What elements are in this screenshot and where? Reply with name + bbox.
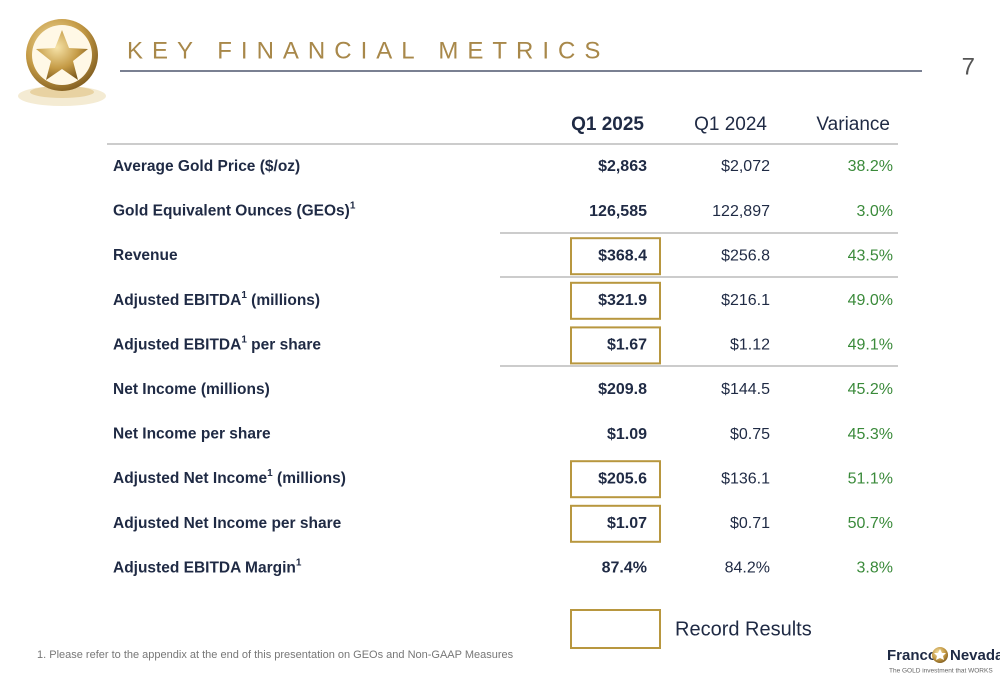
variance-cell: 51.1% [848, 470, 893, 487]
value-cell: $368.4 [598, 247, 647, 264]
row-label: Gold Equivalent Ounces (GEOs)1 [113, 200, 356, 219]
logo-star [934, 649, 946, 660]
column-header: Variance [816, 114, 890, 135]
superscript: 1 [241, 289, 247, 300]
record-highlight [570, 237, 661, 276]
page-number: 7 [962, 53, 975, 80]
label-part: Average Gold Price ($/oz) [113, 158, 300, 175]
superscript: 1 [241, 334, 247, 345]
logo-emblem [18, 19, 106, 106]
table: Q1 2025 Q1 2024 Variance Average Gold Price… [113, 114, 893, 577]
label-part: Adjusted EBITDA [113, 292, 241, 309]
value-cell: $2,072 [721, 158, 770, 175]
column-header: Q1 2024 [694, 114, 767, 135]
label-part: Adjusted Net Income [113, 470, 268, 487]
label-part: per share [247, 336, 321, 353]
variance-cell: 49.0% [848, 292, 893, 309]
record-highlight [570, 281, 661, 320]
row-label: Adjusted EBITDA1 per share [113, 334, 321, 353]
logo-name: Franco [887, 647, 937, 664]
record-highlight [570, 460, 661, 499]
variance-cell: 38.2% [848, 158, 893, 175]
logo-name: Nevada [950, 647, 1000, 664]
label-part: Revenue [113, 247, 178, 264]
label-part: (millions) [247, 292, 320, 309]
variance-cell: 43.5% [848, 247, 893, 264]
footnote: 1. Please refer to the appendix at the e… [37, 649, 514, 661]
variance-cell: 3.8% [857, 560, 893, 577]
legend-label: Record Results [675, 618, 812, 640]
superscript: 1 [350, 200, 356, 211]
row-label: Revenue [113, 247, 178, 264]
superscript: 1 [267, 468, 273, 479]
record-highlight [570, 326, 661, 365]
label-part: Gold Equivalent Ounces (GEOs) [113, 203, 350, 220]
label-part: Net Income per share [113, 426, 271, 443]
row-label: Average Gold Price ($/oz) [113, 158, 300, 175]
legend-swatch [570, 609, 661, 649]
row-label: Net Income per share [113, 426, 271, 443]
value-cell: $0.71 [730, 515, 770, 532]
value-cell: 126,585 [589, 203, 647, 220]
row-label: Adjusted EBITDA Margin1 [113, 557, 302, 576]
value-cell: $321.9 [598, 292, 647, 309]
variance-cell: 50.7% [848, 515, 893, 532]
record-highlight [570, 504, 661, 543]
row-label: Adjusted Net Income per share [113, 515, 342, 532]
value-cell: $209.8 [598, 381, 647, 398]
label-part: Net Income (millions) [113, 381, 270, 398]
value-cell: 84.2% [725, 560, 770, 577]
value-cell: $1.09 [607, 426, 647, 443]
value-cell: $256.8 [721, 247, 770, 264]
variance-cell: 49.1% [848, 337, 893, 354]
column-header: Q1 2025 [571, 114, 644, 135]
label-part: Adjusted Net Income per share [113, 515, 342, 532]
value-cell: $136.1 [721, 470, 770, 487]
value-cell: $2,863 [598, 158, 647, 175]
value-cell: 122,897 [712, 203, 770, 220]
logo: Franco Nevada The GOLD investment that W… [887, 647, 1000, 675]
label-part: Adjusted EBITDA [113, 336, 241, 353]
value-cell: $1.12 [730, 337, 770, 354]
superscript: 1 [296, 557, 302, 568]
value-cell: $1.07 [607, 515, 647, 532]
value-cell: $0.75 [730, 426, 770, 443]
variance-cell: 3.0% [857, 203, 893, 220]
value-cell: $1.67 [607, 337, 647, 354]
logo-tagline: The GOLD investment that WORKS [889, 668, 993, 675]
variance-cell: 45.2% [848, 381, 893, 398]
row-label: Adjusted Net Income1 (millions) [113, 468, 346, 487]
value-cell: $144.5 [721, 381, 770, 398]
value-cell: 87.4% [602, 560, 647, 577]
value-cell: $216.1 [721, 292, 770, 309]
variance-cell: 45.3% [848, 426, 893, 443]
row-label: Adjusted EBITDA1 (millions) [113, 289, 320, 308]
title: KEY FINANCIAL METRICS [127, 37, 609, 64]
label-part: Adjusted EBITDA Margin [113, 559, 296, 576]
row-label: Net Income (millions) [113, 381, 270, 398]
label-part: (millions) [273, 470, 346, 487]
value-cell: $205.6 [598, 470, 647, 487]
